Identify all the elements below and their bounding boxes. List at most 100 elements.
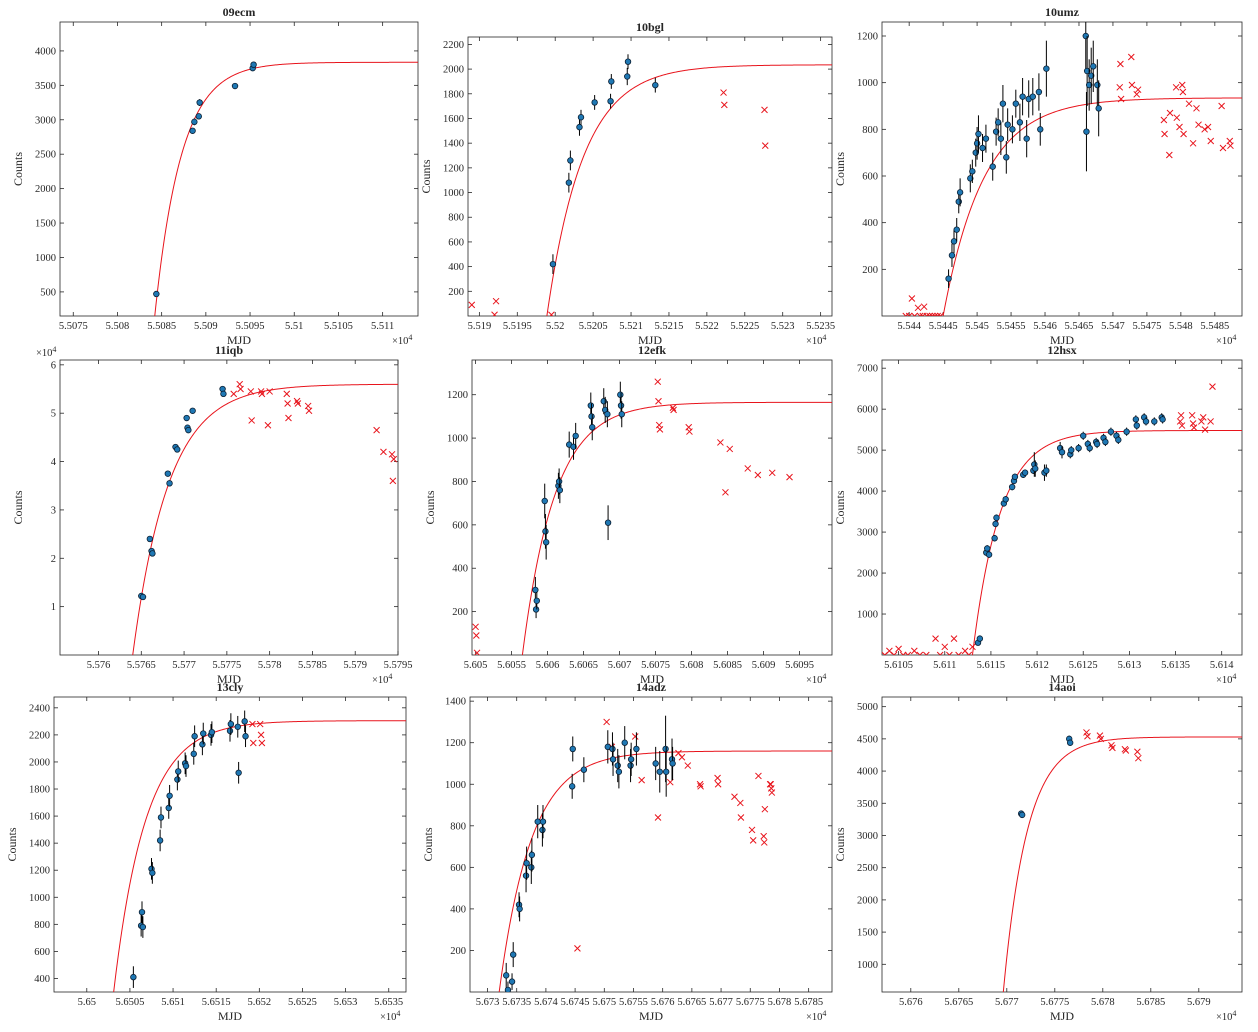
data-point xyxy=(1043,467,1050,474)
data-point xyxy=(523,859,530,867)
x-tick-label: 5.673 xyxy=(476,997,500,1008)
y-tick-label: 4500 xyxy=(857,734,878,745)
excluded-point-marker xyxy=(937,312,944,316)
data-point xyxy=(580,766,588,773)
data-point xyxy=(149,869,156,877)
data-point xyxy=(1009,126,1016,133)
x-tick-label: 5.678 xyxy=(768,997,792,1008)
excluded-point-marker xyxy=(760,839,768,846)
x-tick-label: 5.607 xyxy=(608,660,632,671)
data-point xyxy=(220,390,227,398)
excluded-point-marker xyxy=(936,651,944,655)
data-point xyxy=(953,226,960,233)
y-tick-label: 1500 xyxy=(35,219,56,230)
y-tick-label: 6000 xyxy=(857,405,878,416)
excluded-point-marker xyxy=(768,469,776,477)
y-tick-label: 2000 xyxy=(857,569,878,580)
x-tick-label: 5.522 xyxy=(695,321,719,332)
excluded-point-marker xyxy=(1189,420,1197,427)
data-point xyxy=(542,528,549,535)
excluded-point-marker xyxy=(678,753,686,761)
excluded-point-marker xyxy=(1084,732,1091,740)
data-point xyxy=(1093,440,1101,448)
data-point xyxy=(1002,496,1009,503)
data-point xyxy=(652,81,659,89)
x-tick-label: 5.6505 xyxy=(115,997,144,1008)
data-point xyxy=(528,851,536,859)
x-tick-label: 5.521 xyxy=(619,321,643,332)
fit-curve xyxy=(971,429,1242,655)
data-point xyxy=(174,776,181,783)
excluded-point-marker xyxy=(934,312,942,316)
x-axis-label: MJD xyxy=(218,1009,242,1023)
x-tick-label: 5.5105 xyxy=(324,321,353,332)
x-tick-label: 5.52 xyxy=(546,321,564,332)
data-point xyxy=(1094,81,1101,89)
data-point xyxy=(617,402,625,409)
excluded-point-marker xyxy=(1178,422,1186,429)
data-point xyxy=(985,551,993,558)
x-exponent-label: ×104 xyxy=(1216,333,1236,347)
y-tick-label: 2000 xyxy=(35,184,56,195)
data-point xyxy=(1016,119,1024,126)
data-point xyxy=(956,189,964,196)
y-axis-label: Counts xyxy=(833,827,847,861)
y-tick-label: 1800 xyxy=(29,785,50,796)
x-tick-label: 5.5215 xyxy=(655,321,684,332)
y-tick-label: 2200 xyxy=(29,730,50,741)
axes-frame xyxy=(881,359,1243,656)
data-point xyxy=(984,545,991,552)
data-point xyxy=(1019,93,1026,100)
x-tick-label: 5.523 xyxy=(771,321,795,332)
x-tick-label: 5.6085 xyxy=(713,660,742,671)
excluded-point-marker xyxy=(638,776,646,784)
data-point xyxy=(539,826,546,834)
excluded-point-marker xyxy=(932,635,939,642)
excluded-point-marker xyxy=(890,651,898,655)
y-tick-label: 200 xyxy=(448,287,464,298)
y-tick-label: 4 xyxy=(51,457,57,468)
y-tick-label: 5 xyxy=(51,409,56,420)
excluded-point-marker xyxy=(761,106,768,114)
x-tick-label: 5.678 xyxy=(1091,997,1115,1008)
x-tick-label: 5.6785 xyxy=(1136,997,1165,1008)
excluded-point-marker xyxy=(656,426,664,433)
y-axis-label: Counts xyxy=(833,490,847,524)
x-axis-label: MJD xyxy=(639,1009,663,1023)
fit-curve xyxy=(546,64,832,316)
data-point xyxy=(1066,739,1074,746)
fit-curve xyxy=(132,383,398,655)
excluded-point-marker xyxy=(1165,151,1173,159)
data-point xyxy=(157,814,165,821)
x-axis-label: MJD xyxy=(1050,333,1074,347)
excluded-point-marker xyxy=(294,400,302,407)
data-point xyxy=(569,745,576,753)
excluded-point-marker xyxy=(760,832,768,840)
excluded-point-marker xyxy=(670,406,677,414)
data-point xyxy=(183,414,190,422)
panel-title: 09ecm xyxy=(223,5,256,19)
data-point xyxy=(1035,88,1043,96)
data-point xyxy=(948,252,956,259)
excluded-point-marker xyxy=(754,471,762,479)
x-tick-label: 5.6515 xyxy=(202,997,231,1008)
excluded-point-marker xyxy=(1204,123,1212,131)
y-tick-label: 200 xyxy=(452,607,468,618)
y-axis-label: Counts xyxy=(419,159,433,193)
excluded-point-marker xyxy=(655,397,662,405)
panel-12efk: 12efk 5.605 5.6055 5.606 5.6065 5.607 5.6075 5.… xyxy=(423,343,833,686)
excluded-point-marker xyxy=(472,632,480,639)
x-tick-label: 5.6755 xyxy=(619,997,648,1008)
fit-curve xyxy=(942,97,1242,316)
data-point xyxy=(1080,432,1087,439)
panel-title: 11iqb xyxy=(215,343,243,357)
data-point xyxy=(991,535,998,542)
data-point xyxy=(975,130,982,138)
data-point xyxy=(1132,416,1140,423)
data-point xyxy=(1008,483,1016,491)
excluded-point-marker xyxy=(1134,748,1141,756)
data-point xyxy=(1102,438,1109,446)
data-point xyxy=(994,119,1002,126)
data-point xyxy=(1004,121,1011,128)
